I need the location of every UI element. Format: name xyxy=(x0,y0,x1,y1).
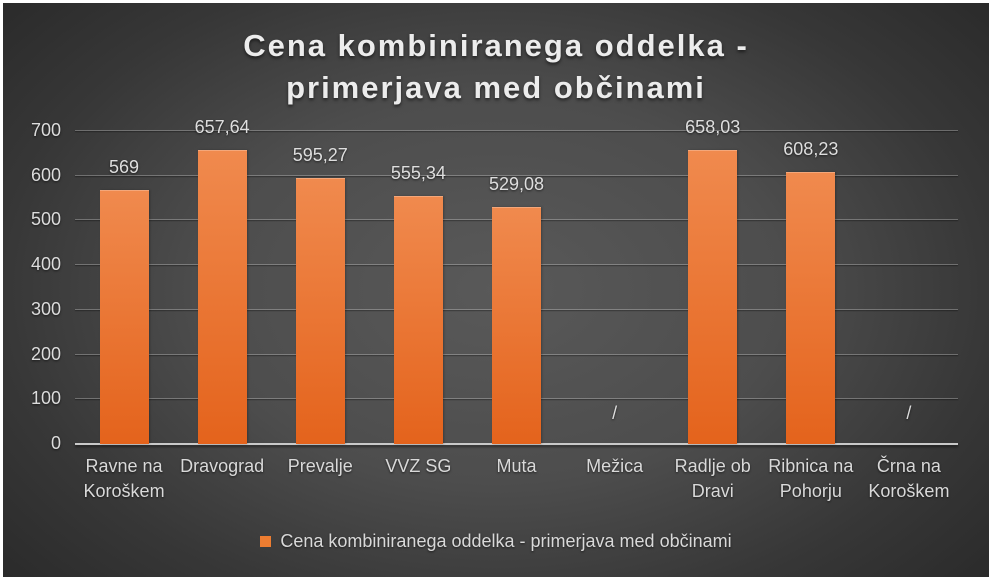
y-tick-label: 300 xyxy=(30,298,61,319)
chart-title: Cena kombiniranega oddelka - primerjava … xyxy=(3,25,989,109)
x-category-label: Črna na Koroškem xyxy=(868,456,950,501)
y-tick-label: 400 xyxy=(30,254,61,275)
no-data-label: / xyxy=(906,403,912,423)
gridline xyxy=(75,174,958,176)
chart-title-line-2: primerjava med občinami xyxy=(286,70,706,105)
x-category-label: VVZ SG xyxy=(385,456,452,476)
x-axis-line xyxy=(75,443,958,445)
chart-canvas: Cena kombiniranega oddelka - primerjava … xyxy=(3,3,989,577)
bar xyxy=(393,195,443,444)
gridline xyxy=(75,130,958,131)
legend: Cena kombiniranega oddelka - primerjava … xyxy=(3,531,989,552)
bar-value-label: 658,03 xyxy=(685,116,741,137)
bar xyxy=(99,189,149,444)
x-category-label: Ravne na Koroškem xyxy=(83,456,165,501)
x-category-label: Muta xyxy=(496,456,537,476)
legend-marker-icon xyxy=(260,536,272,547)
chart-title-line-1: Cena kombiniranega oddelka - xyxy=(243,28,749,63)
x-category-label: Prevalje xyxy=(287,456,353,476)
y-tick-label: 600 xyxy=(30,164,61,185)
bar xyxy=(295,177,345,444)
bar-value-label: 608,23 xyxy=(783,139,839,160)
y-tick-label: 700 xyxy=(30,120,61,140)
bar xyxy=(688,149,738,444)
y-tick-label: 0 xyxy=(50,433,61,453)
plot-area: 569 657,64 595,27 555,34 529,08 / 658,03 608,23… xyxy=(75,117,958,445)
legend-label: Cena kombiniranega oddelka - primerjava … xyxy=(280,531,732,551)
x-category-label: Radlje ob Dravi xyxy=(674,456,751,501)
bar xyxy=(492,207,541,444)
x-category-label: Ribnica na Pohorju xyxy=(768,456,854,501)
x-category-label: Mežica xyxy=(586,456,644,476)
x-axis: Ravne na Koroškem Dravograd Prevalje VVZ SG… xyxy=(75,454,958,504)
y-tick-label: 200 xyxy=(30,343,61,364)
bar-value-label: 657,64 xyxy=(194,116,250,137)
bar-value-label: 569 xyxy=(109,156,140,177)
y-tick-label: 100 xyxy=(30,388,61,409)
x-category-label: Dravograd xyxy=(180,456,265,476)
bar-value-label: 529,08 xyxy=(488,174,545,195)
bar xyxy=(197,149,247,444)
bar-value-label: 555,34 xyxy=(390,162,446,183)
bar-value-label: 595,27 xyxy=(292,144,348,165)
no-data-label: / xyxy=(612,403,618,423)
bar xyxy=(786,172,836,444)
y-tick-label: 500 xyxy=(30,209,61,230)
y-axis: 0 100 200 300 400 500 600 700 xyxy=(9,120,61,453)
